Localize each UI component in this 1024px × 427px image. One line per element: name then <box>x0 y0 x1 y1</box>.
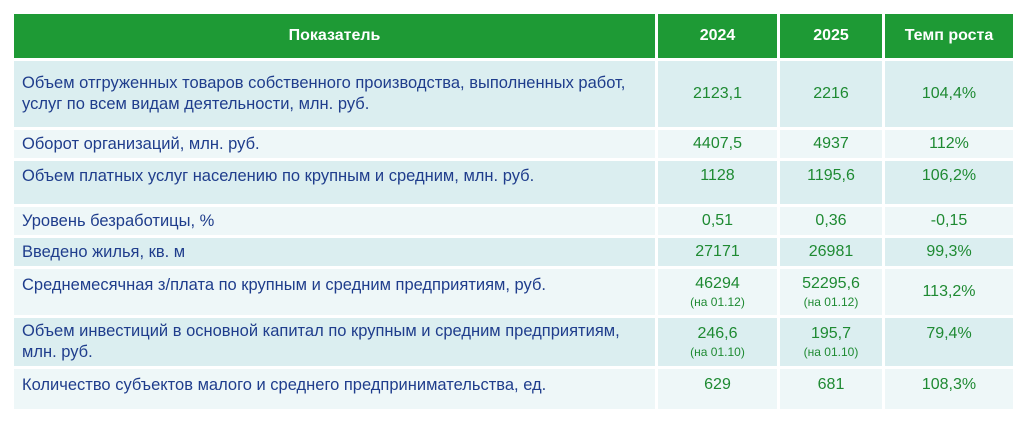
column-header-2025: 2025 <box>780 14 882 58</box>
table-row: Количество субъектов малого и среднего п… <box>14 369 1013 409</box>
row-label: Объем платных услуг населению по крупным… <box>14 161 655 204</box>
value: 0,51 <box>701 212 734 229</box>
value: 27171 <box>695 243 740 260</box>
value-note: (на 01.10) <box>690 345 745 359</box>
value-2024: 2123,1 <box>658 61 777 127</box>
value-note: (на 01.12) <box>803 295 859 309</box>
column-header-2024: 2024 <box>658 14 777 58</box>
value: 1195,6 <box>807 167 855 184</box>
value-2025: 4937 <box>780 130 882 158</box>
growth-value: 108,3% <box>885 369 1013 409</box>
value: 629 <box>704 376 731 393</box>
value-2024: 46294 (на 01.12) <box>658 269 777 315</box>
indicators-table: Показатель 2024 2025 Темп роста Объем от… <box>11 11 1016 412</box>
value-2024: 4407,5 <box>658 130 777 158</box>
value-2025: 195,7 (на 01.10) <box>780 318 882 366</box>
value: 1128 <box>700 167 735 184</box>
value-2024: 629 <box>658 369 777 409</box>
growth-value: 112% <box>885 130 1013 158</box>
value: 2123,1 <box>693 85 742 102</box>
growth-value: 104,4% <box>885 61 1013 127</box>
value: 4407,5 <box>693 135 742 152</box>
value: 681 <box>817 376 845 393</box>
table-row: Введено жилья, кв. м 27171 26981 99,3% <box>14 238 1013 266</box>
row-label: Объем инвестиций в основной капитал по к… <box>14 318 655 366</box>
table-row: Уровень безработицы, % 0,51 0,36 -0,15 <box>14 207 1013 235</box>
column-header-growth: Темп роста <box>885 14 1013 58</box>
value: 26981 <box>808 243 854 260</box>
value-note: (на 01.10) <box>803 345 859 359</box>
value-2024: 1128 <box>658 161 777 204</box>
row-label: Количество субъектов малого и среднего п… <box>14 369 655 409</box>
row-label: Введено жилья, кв. м <box>14 238 655 266</box>
value: 52295,6 <box>802 275 860 292</box>
growth-value: 106,2% <box>885 161 1013 204</box>
value: 0,36 <box>815 212 847 229</box>
value: 4937 <box>813 135 849 152</box>
table-row: Среднемесячная з/плата по крупным и сред… <box>14 269 1013 315</box>
value-2025: 26981 <box>780 238 882 266</box>
value-2025: 52295,6 (на 01.12) <box>780 269 882 315</box>
row-label: Уровень безработицы, % <box>14 207 655 235</box>
value: 246,6 <box>697 325 738 342</box>
value-2024: 246,6 (на 01.10) <box>658 318 777 366</box>
table-row: Объем платных услуг населению по крупным… <box>14 161 1013 204</box>
table-header-row: Показатель 2024 2025 Темп роста <box>14 14 1013 58</box>
growth-value: 79,4% <box>885 318 1013 366</box>
value: 2216 <box>813 85 849 102</box>
growth-value: 113,2% <box>885 269 1013 315</box>
value-2025: 681 <box>780 369 882 409</box>
row-label: Среднемесячная з/плата по крупным и сред… <box>14 269 655 315</box>
growth-value: 99,3% <box>885 238 1013 266</box>
table-row: Объем инвестиций в основной капитал по к… <box>14 318 1013 366</box>
row-label: Оборот организаций, млн. руб. <box>14 130 655 158</box>
value-2025: 1195,6 <box>780 161 882 204</box>
row-label: Объем отгруженных товаров собственного п… <box>14 61 655 127</box>
growth-value: -0,15 <box>885 207 1013 235</box>
value-2024: 27171 <box>658 238 777 266</box>
table-row: Оборот организаций, млн. руб. 4407,5 493… <box>14 130 1013 158</box>
table-row: Объем отгруженных товаров собственного п… <box>14 61 1013 127</box>
value-note: (на 01.12) <box>690 295 745 309</box>
value: 46294 <box>695 275 740 292</box>
value-2024: 0,51 <box>658 207 777 235</box>
value-2025: 2216 <box>780 61 882 127</box>
value: 195,7 <box>810 325 852 342</box>
value-2025: 0,36 <box>780 207 882 235</box>
column-header-indicator: Показатель <box>14 14 655 58</box>
